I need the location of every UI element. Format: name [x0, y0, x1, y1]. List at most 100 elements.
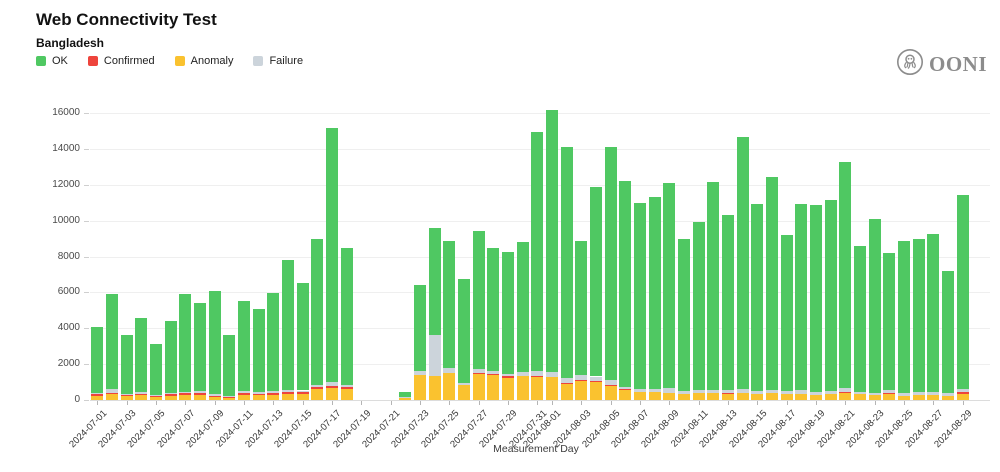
bar-2024-08-02[interactable]: [560, 147, 573, 400]
bar-2024-07-10[interactable]: [223, 335, 236, 400]
bar-2024-07-26[interactable]: [458, 278, 470, 400]
bar-2024-07-31[interactable]: [531, 131, 544, 400]
legend-label-anomaly: Anomaly: [190, 55, 234, 67]
bar-2024-07-08[interactable]: [194, 303, 206, 400]
bar-2024-08-19[interactable]: [810, 205, 822, 400]
bar-2024-07-27[interactable]: [472, 231, 485, 400]
bar-2024-08-24[interactable]: [883, 252, 896, 400]
x-tick-2024-08-17: [786, 401, 788, 405]
legend-label-confirmed: Confirmed: [103, 55, 155, 67]
segment-anomaly-2024-07-29: [502, 377, 514, 400]
x-tick-2024-07-27: [478, 401, 480, 405]
bar-2024-07-24[interactable]: [428, 227, 441, 400]
bar-2024-07-22[interactable]: [399, 391, 412, 400]
bar-2024-07-13[interactable]: [267, 293, 280, 400]
bar-2024-08-05[interactable]: [604, 147, 617, 400]
segment-failure-2024-07-13: [267, 391, 280, 394]
bar-2024-07-03[interactable]: [120, 334, 133, 400]
bar-2024-08-23[interactable]: [868, 218, 881, 400]
legend-item-anomaly[interactable]: Anomaly: [174, 55, 234, 67]
bar-2024-08-14[interactable]: [736, 137, 749, 400]
segment-ok-2024-07-27: [472, 231, 485, 369]
segment-ok-2024-08-29: [956, 194, 969, 390]
bar-2024-08-26[interactable]: [912, 239, 925, 400]
segment-anomaly-2024-08-21: [839, 393, 852, 400]
bar-2024-08-15[interactable]: [751, 204, 764, 400]
bar-2024-08-28[interactable]: [942, 270, 954, 400]
segment-failure-2024-08-07: [634, 389, 646, 393]
bar-2024-07-17[interactable]: [326, 128, 338, 400]
bar-2024-08-10[interactable]: [678, 239, 690, 400]
bar-2024-07-04[interactable]: [135, 318, 148, 400]
bar-2024-07-25[interactable]: [443, 241, 456, 400]
bar-2024-08-25[interactable]: [898, 241, 910, 400]
bar-2024-07-14[interactable]: [282, 260, 294, 400]
bar-2024-08-11[interactable]: [692, 221, 705, 400]
bar-2024-07-07[interactable]: [179, 294, 192, 400]
bar-2024-08-07[interactable]: [634, 202, 646, 400]
bar-2024-07-02[interactable]: [106, 294, 118, 400]
bar-2024-08-27[interactable]: [927, 234, 940, 400]
segment-failure-2024-08-25: [898, 393, 910, 396]
legend-item-ok[interactable]: OK: [36, 55, 68, 67]
bar-2024-08-08[interactable]: [648, 197, 661, 400]
segment-ok-2024-07-11: [238, 301, 250, 392]
segment-anomaly-2024-07-28: [487, 374, 500, 400]
segment-ok-2024-07-31: [531, 131, 544, 372]
bar-2024-07-15[interactable]: [296, 283, 309, 400]
segment-anomaly-2024-07-25: [443, 373, 456, 400]
segment-ok-2024-07-07: [179, 294, 192, 392]
bar-2024-08-20[interactable]: [824, 200, 837, 400]
bar-2024-07-09[interactable]: [208, 291, 221, 400]
segment-failure-2024-08-16: [766, 389, 778, 394]
bar-2024-07-29[interactable]: [502, 252, 514, 400]
x-tick-2024-08-01: [552, 401, 553, 405]
segment-anomaly-2024-08-27: [927, 394, 940, 400]
bar-2024-07-28[interactable]: [487, 247, 500, 400]
bar-2024-08-06[interactable]: [619, 181, 632, 400]
legend-item-failure[interactable]: Failure: [253, 55, 303, 67]
segment-confirmed-2024-08-05: [604, 384, 617, 386]
bar-2024-08-13[interactable]: [722, 215, 734, 400]
bar-2024-07-18[interactable]: [340, 248, 353, 400]
bar-2024-07-12[interactable]: [252, 308, 265, 400]
bar-2024-08-04[interactable]: [590, 186, 602, 400]
bar-2024-08-03[interactable]: [575, 241, 588, 400]
bar-2024-07-11[interactable]: [238, 301, 250, 400]
segment-anomaly-2024-07-15: [296, 393, 309, 400]
bar-2024-08-16[interactable]: [766, 176, 778, 400]
bar-2024-07-01[interactable]: [91, 327, 104, 400]
segment-confirmed-2024-07-15: [296, 392, 309, 394]
bar-2024-08-22[interactable]: [854, 245, 866, 400]
bar-2024-08-12[interactable]: [707, 182, 720, 400]
segment-anomaly-2024-07-13: [267, 394, 280, 400]
segment-anomaly-2024-07-07: [179, 394, 192, 400]
bar-2024-08-21[interactable]: [839, 162, 852, 400]
bar-2024-08-01[interactable]: [546, 110, 558, 400]
bar-2024-07-23[interactable]: [414, 285, 426, 400]
segment-ok-2024-08-09: [663, 182, 676, 389]
bar-2024-08-09[interactable]: [663, 182, 676, 400]
bar-2024-07-30[interactable]: [516, 242, 529, 400]
bar-2024-07-16[interactable]: [311, 238, 324, 400]
bar-2024-08-18[interactable]: [795, 203, 808, 400]
segment-ok-2024-07-02: [106, 294, 118, 390]
segment-ok-2024-07-05: [150, 344, 162, 395]
segment-anomaly-2024-08-19: [810, 394, 822, 400]
segment-anomaly-2024-07-03: [120, 396, 133, 400]
segment-failure-2024-08-18: [795, 390, 808, 394]
bar-2024-07-06[interactable]: [164, 321, 177, 400]
bar-2024-08-17[interactable]: [780, 234, 793, 400]
legend-item-confirmed[interactable]: Confirmed: [87, 55, 155, 67]
legend: OK Confirmed Anomaly Failure: [36, 55, 303, 67]
segment-anomaly-2024-07-06: [164, 395, 177, 400]
segment-failure-2024-08-04: [590, 376, 602, 381]
segment-anomaly-2024-08-28: [942, 395, 954, 400]
segment-confirmed-2024-07-10: [223, 396, 236, 398]
bar-2024-08-29[interactable]: [956, 194, 969, 400]
segment-anomaly-2024-08-18: [795, 393, 808, 400]
y-axis-label-10000: 10000: [52, 214, 80, 226]
bar-2024-07-05[interactable]: [150, 344, 162, 400]
x-tick-2024-07-19: [361, 401, 363, 405]
